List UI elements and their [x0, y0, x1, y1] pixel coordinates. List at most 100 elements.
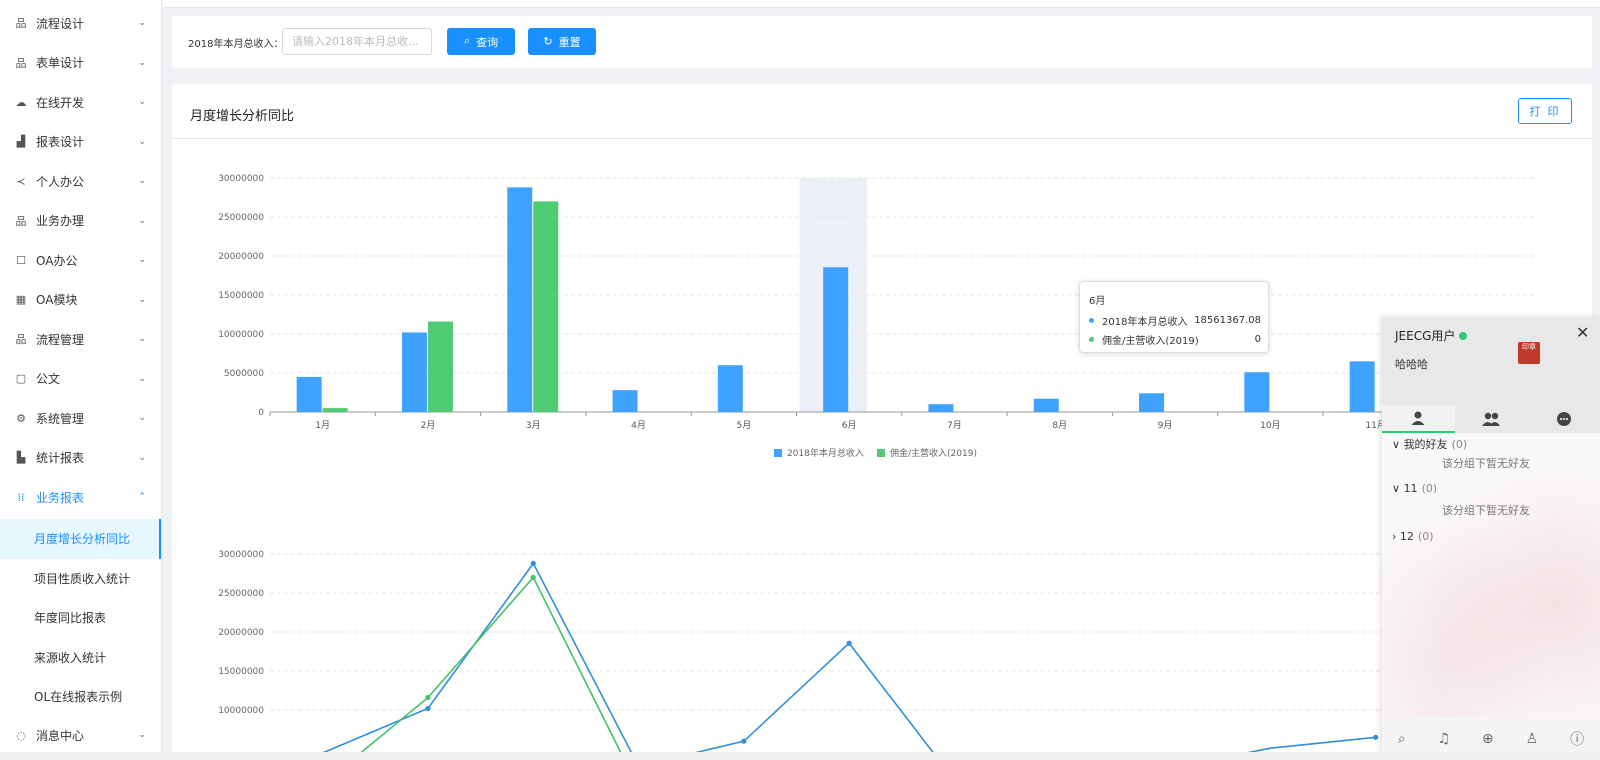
sidebar-item[interactable]: 品业务办理 ⌄ [0, 201, 161, 241]
sidebar-item-label: 在线开发 [36, 95, 85, 110]
print-button[interactable]: 打 印 [1518, 98, 1572, 124]
line-point [846, 640, 852, 646]
info-icon[interactable]: ⓘ [1570, 732, 1585, 748]
sidebar-subitem[interactable]: 年度同比报表 [34, 611, 107, 625]
sidebar-item-label: 统计报表 [36, 451, 85, 465]
line-point [530, 560, 536, 566]
chevron-down-icon: ⌄ [138, 215, 146, 226]
bar [1139, 393, 1165, 412]
x-tick-label: 2月 [421, 420, 436, 431]
sidebar-subitem[interactable]: 来源收入统计 [34, 650, 107, 665]
group-name: 12 [1399, 530, 1414, 543]
sidebar-item[interactable]: ⁞⁞ 业务报表 ⌃ [0, 477, 161, 517]
tooltip-row: 2018年本月总收入 18561367.08 [1089, 313, 1261, 328]
bar [928, 404, 954, 412]
reset-button-label: 重置 [558, 36, 581, 49]
tab-groups[interactable] [1455, 405, 1528, 433]
tooltip-series-value: 18561367.08 [1194, 315, 1261, 326]
chevron-up-icon: ⌃ [138, 492, 146, 502]
sidebar-item[interactable]: ▦ OA模块 ⌄ [0, 280, 161, 320]
chevron-down-icon: ⌄ [138, 413, 146, 423]
series-dot-icon [1089, 337, 1094, 342]
chevron-right-icon: › [1392, 530, 1397, 543]
group-count: (0) [1451, 438, 1468, 451]
bar [823, 267, 849, 412]
sidebar-item[interactable]: ☐ OA办公 ⌄ [0, 240, 161, 280]
group-count: (0) [1421, 482, 1438, 495]
sound-icon[interactable]: ♫ [1437, 731, 1451, 747]
search-icon[interactable]: ⌕ [1397, 731, 1406, 747]
search-input[interactable] [282, 28, 432, 55]
query-button-label: 查询 [476, 36, 499, 49]
y-tick-label: 15000000 [218, 291, 264, 301]
tooltip-series-name: 2018年本月总收入 [1102, 317, 1188, 328]
bar [1033, 398, 1059, 412]
chevron-down-icon: ⌄ [138, 136, 146, 147]
group-count: (0) [1417, 530, 1434, 543]
sidebar-item-label: OA模块 [36, 293, 78, 307]
sidebar-item[interactable]: ⚙ 系统管理 ⌄ [0, 398, 161, 438]
sidebar-item-label: 业务报表 [36, 490, 85, 505]
y-tick-label: 15000000 [218, 667, 264, 677]
line-point [425, 694, 431, 701]
chevron-down-icon: ⌄ [138, 334, 146, 344]
bar [1244, 372, 1270, 412]
flow-icon: 品 [15, 214, 27, 228]
x-tick-label: 3月 [526, 420, 541, 431]
sidebar-item-label: 个人办公 [36, 174, 85, 189]
user-icon [1411, 411, 1425, 425]
tooltip-title: 6月 [1089, 296, 1106, 307]
chevron-down-icon: ⌄ [138, 294, 146, 305]
flow-icon: 品 [15, 333, 27, 346]
friend-group[interactable]: › 12 (0) [1392, 530, 1434, 543]
tab-friends[interactable] [1382, 405, 1455, 433]
series-dot-icon [1089, 318, 1094, 323]
flow-icon: 品 [15, 17, 27, 30]
close-icon[interactable]: ✕ [1576, 323, 1590, 342]
chevron-down-icon: ⌄ [138, 57, 146, 68]
friend-group[interactable]: ∨ 我的好友 (0) [1392, 436, 1467, 452]
chevron-down-icon: ∨ [1392, 482, 1401, 495]
sidebar-item-label: 业务办理 [36, 214, 85, 228]
y-tick-label: 0 [258, 408, 264, 418]
legend-swatch [877, 449, 885, 457]
sidebar-item[interactable]: ◌ 消息中心 ⌄ [0, 715, 161, 755]
search-panel: 2018年本月总收入： ⌕ 查询 ↻ 重置 [172, 16, 1592, 68]
sidebar-subitem[interactable]: 项目性质收入统计 [34, 571, 131, 586]
horizontal-scrollbar[interactable] [0, 752, 1600, 760]
sidebar-item[interactable]: 品流程管理 ⌄ [0, 319, 161, 359]
chevron-down-icon: ⌄ [138, 452, 146, 463]
sidebar-item[interactable]: ☁ 在线开发 ⌄ [0, 82, 161, 122]
group-empty-text: 该分组下暂无好友 [1442, 457, 1530, 470]
sidebar-item-label: 流程管理 [36, 332, 85, 347]
sidebar-item[interactable]: ≺ 个人办公 ⌄ [0, 161, 161, 201]
tab-messages[interactable] [1527, 405, 1600, 433]
group-empty-text: 该分组下暂无好友 [1442, 504, 1530, 517]
bar [1349, 361, 1375, 412]
sidebar-item[interactable]: ▢ 公文 ⌄ [0, 359, 161, 399]
line-point [741, 738, 747, 744]
reset-button[interactable]: ↻ 重置 [528, 28, 596, 55]
top-bar [163, 0, 1600, 8]
y-tick-label: 25000000 [218, 213, 264, 223]
friend-group[interactable]: ∨ 11 (0) [1392, 482, 1437, 495]
chat-panel: JEECG用户 哈哈哈 印章 ✕ ∨ 我的好友 (0) 该分组下暂无好友 ∨ 11… [1382, 317, 1600, 760]
search-label: 2018年本月总收入： [188, 39, 284, 50]
add-icon[interactable]: ⊕ [1482, 731, 1494, 747]
sidebar-item[interactable]: 品表单设计 ⌄ [0, 43, 161, 83]
legend-label: 佣金/主营收入(2019) [890, 447, 977, 459]
skin-icon[interactable]: ♙ [1525, 731, 1539, 747]
sidebar-item[interactable]: ▙ 统计报表 ⌄ [0, 438, 161, 478]
page-title: 月度增长分析同比 [190, 109, 295, 124]
sidebar-subitem[interactable]: 月度增长分析同比 [0, 518, 161, 559]
sidebar-subitem[interactable]: OL在线报表示例 [34, 690, 123, 704]
x-tick-label: 7月 [947, 420, 962, 431]
chevron-down-icon: ⌄ [138, 730, 146, 740]
chat-header: JEECG用户 哈哈哈 印章 ✕ [1382, 317, 1600, 405]
sidebar-item[interactable]: 品流程设计 ⌄ [0, 3, 161, 43]
tooltip-row: 佣金/主营收入(2019) 0 [1089, 332, 1261, 347]
query-button[interactable]: ⌕ 查询 [447, 28, 515, 55]
x-tick-label: 5月 [736, 420, 751, 431]
x-tick-label: 4月 [631, 420, 646, 431]
sidebar-item[interactable]: ▟ 报表设计 ⌄ [0, 122, 161, 162]
